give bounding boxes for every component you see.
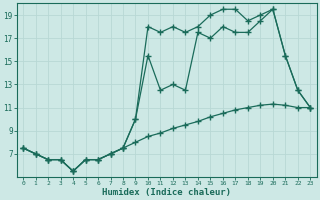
X-axis label: Humidex (Indice chaleur): Humidex (Indice chaleur) bbox=[102, 188, 231, 197]
